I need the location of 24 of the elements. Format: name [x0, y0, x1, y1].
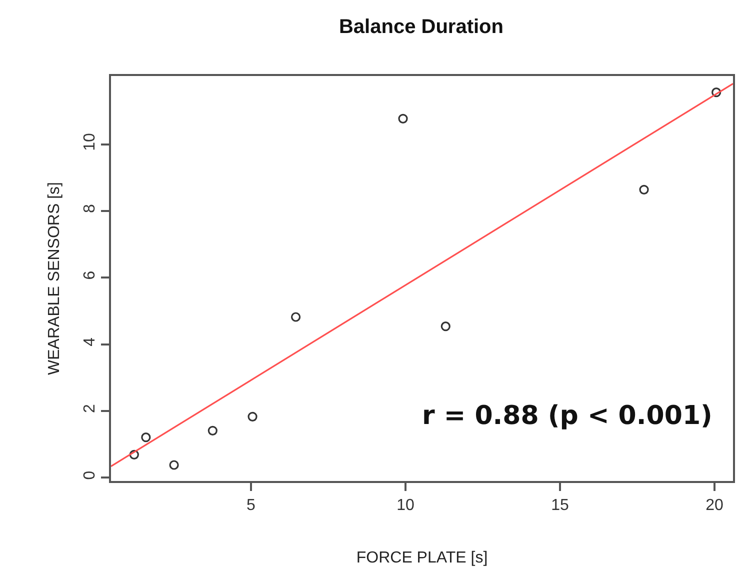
point [208, 426, 218, 436]
point [129, 450, 139, 460]
point [712, 88, 722, 98]
y-tick-label: 6 [82, 270, 99, 280]
y-tick-label: 0 [82, 470, 99, 480]
point [639, 184, 649, 194]
chart-title: Balance Duration [338, 16, 504, 38]
y-tick-label: 10 [82, 132, 99, 151]
point [440, 322, 450, 332]
x-tick-label: 15 [551, 497, 569, 514]
point [141, 432, 151, 442]
point [169, 460, 179, 470]
y-tick-label: 2 [82, 404, 99, 414]
y-tick-label: 8 [82, 204, 99, 214]
x-tick-label: 10 [396, 497, 414, 514]
y-axis-title: WEARABLE SENSORS [s] [46, 182, 63, 375]
point [290, 312, 301, 322]
point [398, 114, 408, 124]
x-tick-label: 5 [246, 497, 256, 514]
annotation: r = 0.88 (p < 0.001) [422, 401, 712, 431]
point [248, 412, 258, 422]
y-tick-label: 4 [82, 337, 99, 346]
x-tick-label: 20 [706, 497, 724, 514]
x-axis-title: FORCE PLATE [s] [356, 549, 488, 566]
